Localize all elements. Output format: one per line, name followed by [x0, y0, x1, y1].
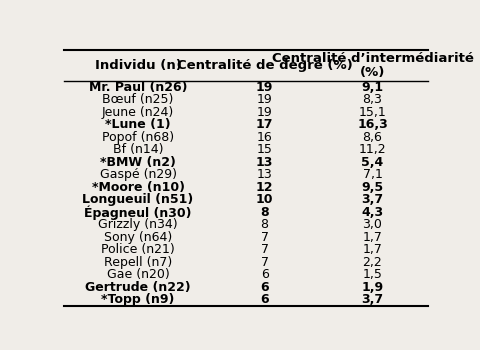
Text: Gae (n20): Gae (n20) [107, 268, 169, 281]
Text: 4,3: 4,3 [361, 206, 384, 219]
Text: 8: 8 [261, 218, 269, 231]
Text: *Topp (n9): *Topp (n9) [101, 293, 175, 306]
Text: 15,1: 15,1 [359, 106, 386, 119]
Text: 9,5: 9,5 [361, 181, 384, 194]
Text: Bf (n14): Bf (n14) [113, 144, 163, 156]
Text: 1,9: 1,9 [361, 281, 384, 294]
Text: 19: 19 [257, 93, 273, 106]
Text: 17: 17 [256, 118, 273, 131]
Text: 15: 15 [257, 144, 273, 156]
Text: 16: 16 [257, 131, 273, 144]
Text: 2,2: 2,2 [362, 256, 383, 269]
Text: Gertrude (n22): Gertrude (n22) [85, 281, 191, 294]
Text: Sony (n64): Sony (n64) [104, 231, 172, 244]
Text: Gaspé (n29): Gaspé (n29) [100, 168, 177, 181]
Text: Épagneul (n30): Épagneul (n30) [84, 205, 192, 219]
Text: Centralité de degré (%): Centralité de degré (%) [177, 59, 352, 72]
Text: *Moore (n10): *Moore (n10) [92, 181, 185, 194]
Text: Mr. Paul (n26): Mr. Paul (n26) [89, 81, 187, 94]
Text: 8,3: 8,3 [362, 93, 383, 106]
Text: 19: 19 [256, 81, 273, 94]
Text: 1,7: 1,7 [362, 231, 383, 244]
Text: Repell (n7): Repell (n7) [104, 256, 172, 269]
Text: 12: 12 [256, 181, 273, 194]
Text: 10: 10 [256, 193, 273, 206]
Text: *Lune (1): *Lune (1) [105, 118, 171, 131]
Text: Jeune (n24): Jeune (n24) [102, 106, 174, 119]
Text: 13: 13 [256, 156, 273, 169]
Text: 6: 6 [260, 281, 269, 294]
Text: 1,7: 1,7 [362, 243, 383, 256]
Text: Bœuf (n25): Bœuf (n25) [102, 93, 174, 106]
Text: 6: 6 [260, 293, 269, 306]
Text: 3,0: 3,0 [362, 218, 383, 231]
Text: Individu (n): Individu (n) [95, 59, 181, 72]
Text: Longueuil (n51): Longueuil (n51) [83, 193, 194, 206]
Text: 7,1: 7,1 [362, 168, 383, 181]
Text: Popof (n68): Popof (n68) [102, 131, 174, 144]
Text: (%): (%) [360, 66, 385, 79]
Text: 3,7: 3,7 [361, 193, 384, 206]
Text: 13: 13 [257, 168, 273, 181]
Text: 9,1: 9,1 [361, 81, 384, 94]
Text: Grizzly (n34): Grizzly (n34) [98, 218, 178, 231]
Text: 8,6: 8,6 [362, 131, 383, 144]
Text: 11,2: 11,2 [359, 144, 386, 156]
Text: 7: 7 [261, 231, 269, 244]
Text: 5,4: 5,4 [361, 156, 384, 169]
Text: 3,7: 3,7 [361, 293, 384, 306]
Text: 8: 8 [260, 206, 269, 219]
Text: 1,5: 1,5 [362, 268, 383, 281]
Text: Police (n21): Police (n21) [101, 243, 175, 256]
Text: 19: 19 [257, 106, 273, 119]
Text: 6: 6 [261, 268, 268, 281]
Text: Centralité d’intermédiarité: Centralité d’intermédiarité [272, 52, 473, 65]
Text: 16,3: 16,3 [357, 118, 388, 131]
Text: *BMW (n2): *BMW (n2) [100, 156, 176, 169]
Text: 7: 7 [261, 243, 269, 256]
Text: 7: 7 [261, 256, 269, 269]
